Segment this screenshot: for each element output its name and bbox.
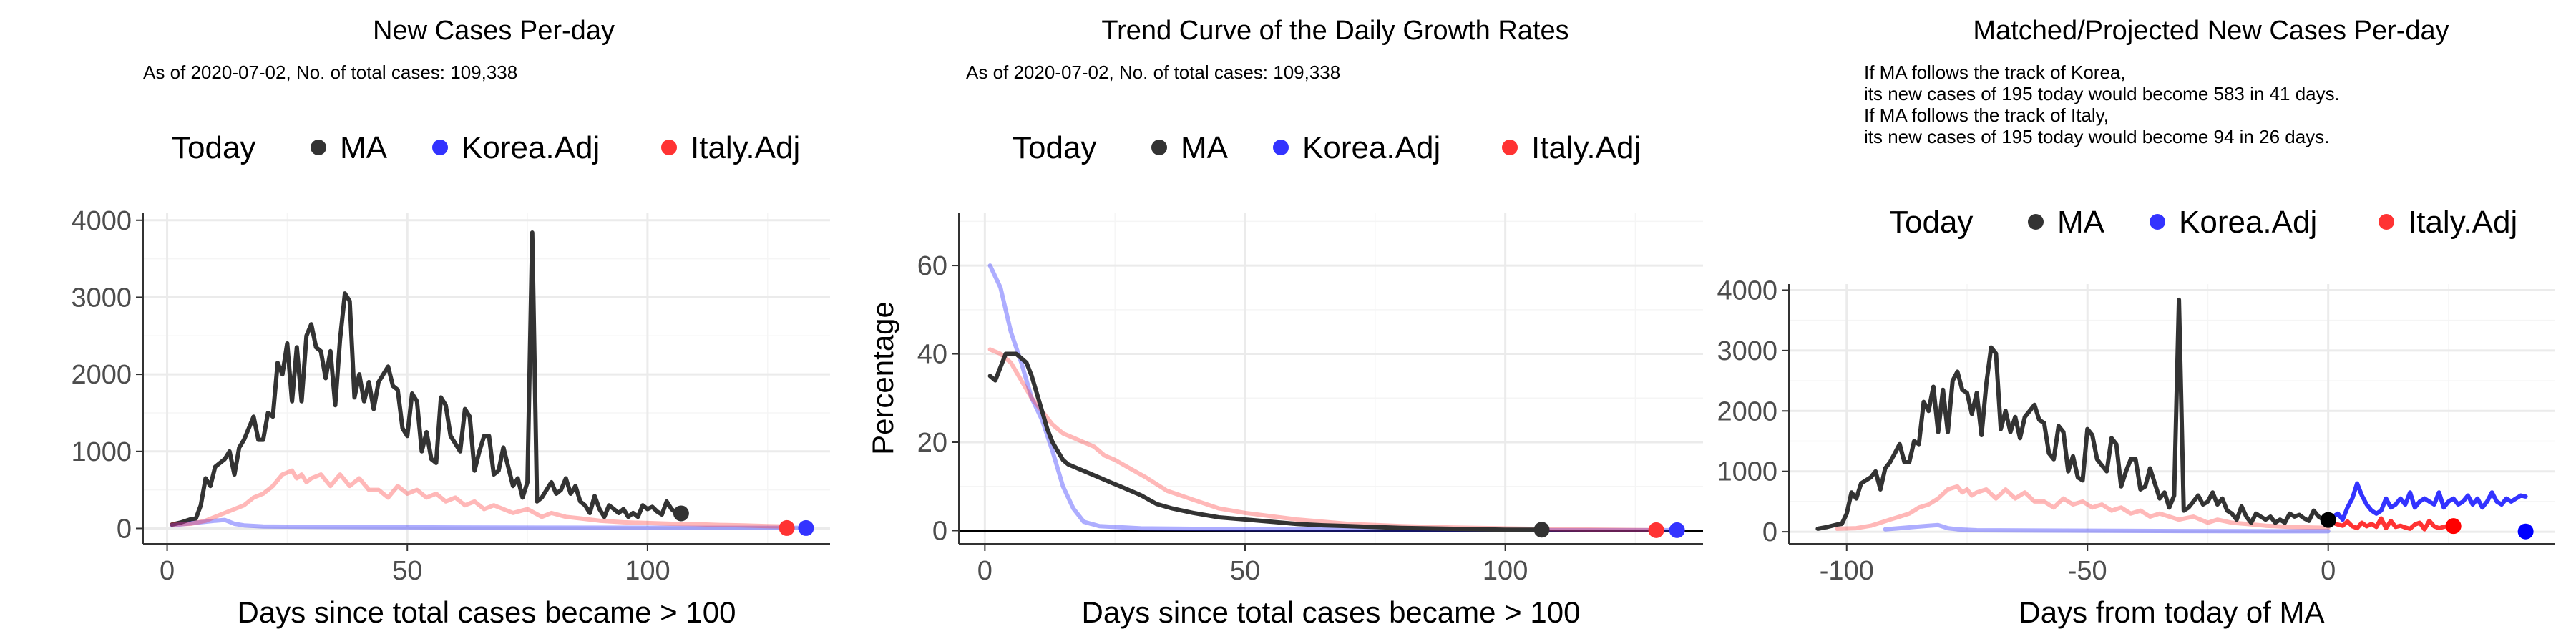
chart2-legend-item-2: Italy.Adj [1531, 130, 1641, 165]
chart3-x-axis-label: Days from today of MA [2019, 595, 2324, 629]
chart2-series-ma [987, 351, 1544, 532]
chart3-today-point-italy-adj [2445, 518, 2462, 535]
chart2-ytick-label: 20 [917, 428, 947, 458]
chart2-legend-dot-0 [1151, 140, 1167, 155]
chart2-ytick-label: 0 [932, 516, 947, 546]
chart3-legend-item-1: Korea.Adj [2179, 205, 2317, 240]
chart3-subtitle: its new cases of 195 today would become … [1864, 126, 2329, 147]
chart3-subtitle: its new cases of 195 today would become … [1864, 83, 2340, 104]
chart1-subtitle: As of 2020-07-02, No. of total cases: 10… [143, 62, 517, 83]
chart3-ytick-label: 3000 [1717, 336, 1777, 366]
chart1-series-ma [170, 230, 683, 527]
chart3-legend-item-0: MA [2057, 205, 2105, 240]
chart2-legend-item-1: Korea.Adj [1302, 130, 1440, 165]
chart3-xtick-label: -50 [2068, 556, 2107, 586]
chart1-today-point-ma [673, 505, 689, 522]
chart1-xtick-label: 100 [625, 556, 670, 586]
chart1-legend-title: Today [172, 130, 255, 165]
chart3-today-point-ma [2320, 512, 2336, 528]
chart1-legend-item-2: Italy.Adj [691, 130, 800, 165]
chart3-ytick-label: 1000 [1717, 457, 1777, 487]
chart2-legend-title: Today [1013, 130, 1096, 165]
chart3-ytick-label: 0 [1762, 517, 1777, 547]
chart2-legend-item-0: MA [1181, 130, 1229, 165]
chart1-ytick-label: 1000 [71, 437, 132, 467]
chart3-series-korea-adj-projected [2326, 481, 2528, 522]
chart3-series-ma [1815, 297, 2331, 531]
chart1-ytick-label: 3000 [71, 283, 132, 313]
chart1-xtick-label: 50 [392, 556, 422, 586]
chart1-legend-item-1: Korea.Adj [462, 130, 600, 165]
chart3-xtick-label: -100 [1820, 556, 1874, 586]
chart2-xtick-label: 50 [1230, 556, 1260, 586]
chart2-ytick-label: 60 [917, 251, 947, 281]
chart1-title: New Cases Per-day [373, 16, 615, 46]
chart1-ytick-label: 2000 [71, 360, 132, 390]
chart2-title: Trend Curve of the Daily Growth Rates [1101, 16, 1568, 46]
chart2-ytick-label: 40 [917, 340, 947, 370]
chart1-series-italy-adj [170, 468, 789, 529]
chart1-legend-dot-2 [661, 140, 677, 155]
chart3-xtick-label: 0 [2321, 556, 2336, 586]
chart2-legend-dot-1 [1273, 140, 1289, 155]
chart2-today-point-korea-adj [1669, 522, 1685, 538]
chart3-subtitle: If MA follows the track of Italy, [1864, 104, 2109, 126]
chart3-legend-title: Today [1889, 205, 1973, 240]
chart2-series-korea-adj [987, 263, 1679, 532]
chart3-series-korea-adj-past [1883, 522, 2331, 534]
chart3-legend-dot-0 [2028, 214, 2044, 230]
chart3-subtitle: If MA follows the track of Korea, [1864, 62, 2126, 83]
chart2-today-point-ma [1533, 522, 1550, 538]
chart3-legend-item-2: Italy.Adj [2408, 205, 2517, 240]
chart1-ytick-label: 0 [117, 514, 132, 544]
chart2-y-axis-label: Percentage [866, 301, 899, 455]
chart3-title: Matched/Projected New Cases Per-day [1973, 16, 2449, 46]
chart1-x-axis-label: Days since total cases became > 100 [238, 595, 736, 629]
chart1-today-point-korea-adj [798, 519, 814, 536]
chart2-x-axis-label: Days since total cases became > 100 [1082, 595, 1581, 629]
chart1-ytick-label: 4000 [71, 206, 132, 236]
chart3-ytick-label: 2000 [1717, 396, 1777, 426]
chart1-legend-item-0: MA [340, 130, 388, 165]
chart3-today-point-korea-adj [2517, 523, 2534, 540]
chart3-series-italy-adj-projected [2326, 516, 2456, 532]
chart2-xtick-label: 100 [1483, 556, 1528, 586]
chart2-subtitle: As of 2020-07-02, No. of total cases: 10… [966, 62, 1340, 83]
chart2-legend-dot-2 [1502, 140, 1518, 155]
chart3-ytick-label: 4000 [1717, 275, 1777, 306]
chart3-legend-dot-1 [2150, 214, 2165, 230]
chart2-series-italy-adj [987, 347, 1659, 532]
chart1-legend-dot-0 [311, 140, 326, 155]
chart3-legend-dot-2 [2379, 214, 2394, 230]
chart2-xtick-label: 0 [977, 556, 992, 586]
chart1-legend-dot-1 [432, 140, 448, 155]
chart2-today-point-italy-adj [1648, 522, 1664, 538]
chart1-xtick-label: 0 [160, 556, 175, 586]
chart3-series-italy-adj-past [1835, 484, 2331, 531]
chart1-series-korea-adj [170, 517, 809, 530]
chart1-today-point-italy-adj [779, 519, 795, 536]
